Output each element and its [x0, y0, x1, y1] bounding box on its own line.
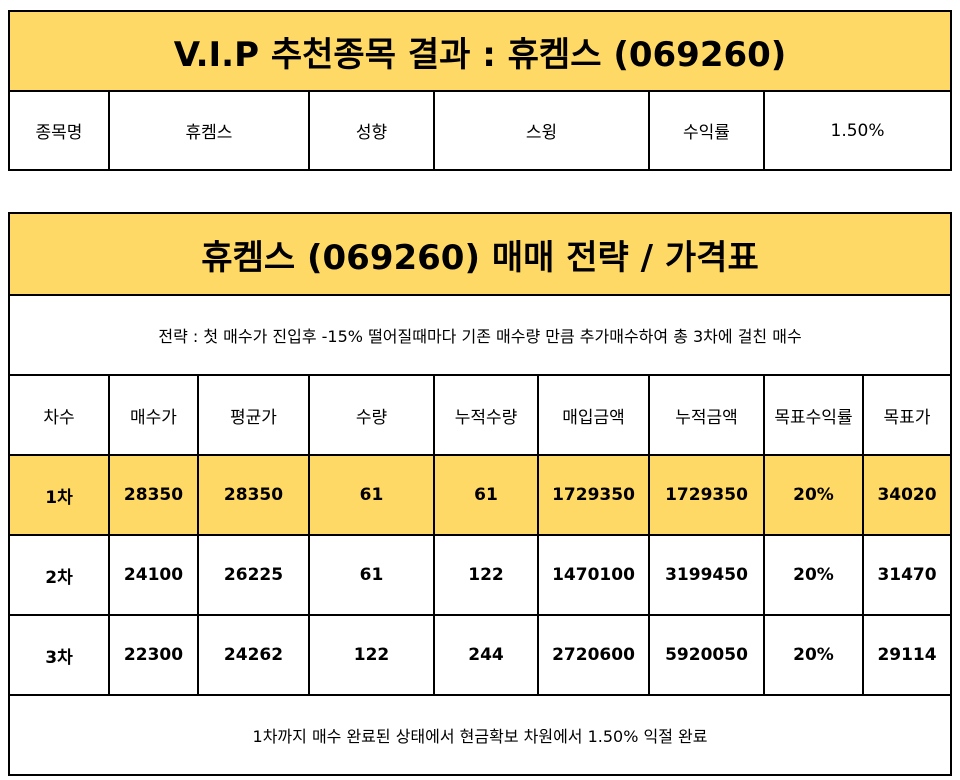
summary-table: V.I.P 추천종목 결과 : 휴켐스 (069260) 종목명 휴켐스 성향 …	[7, 10, 953, 171]
name-value: 휴켐스	[108, 90, 310, 171]
header-cell: 평균가	[197, 374, 310, 456]
return-value: 1.50%	[762, 90, 953, 171]
return-label: 수익률	[648, 90, 765, 171]
row-cell: 1729350	[537, 454, 650, 536]
row-cell: 28350	[197, 454, 310, 536]
row-cell: 28350	[108, 454, 199, 536]
header-cell: 누적금액	[648, 374, 765, 456]
row-cell: 20%	[763, 534, 864, 616]
row-cell: 1차	[8, 454, 110, 536]
header-cell: 매입금액	[537, 374, 650, 456]
style-value: 스윙	[433, 90, 650, 171]
strategy-note: 전략 : 첫 매수가 진입후 -15% 떨어질때마다 기존 매수량 만큼 추가매…	[7, 294, 953, 376]
row-cell: 244	[433, 614, 539, 696]
row-cell: 61	[433, 454, 539, 536]
header-cell: 차수	[8, 374, 110, 456]
table-row: 2차 24100 26225 61 122 1470100 3199450 20…	[8, 534, 953, 616]
row-cell: 3199450	[648, 534, 765, 616]
row-cell: 26225	[197, 534, 310, 616]
row-cell: 20%	[763, 614, 864, 696]
name-label: 종목명	[8, 90, 110, 171]
style-label: 성향	[308, 90, 435, 171]
row-cell: 22300	[108, 614, 199, 696]
summary-title: V.I.P 추천종목 결과 : 휴켐스 (069260)	[7, 10, 953, 92]
header-cell: 목표수익률	[763, 374, 864, 456]
header-cell: 수량	[308, 374, 435, 456]
footer-note: 1차까지 매수 완료된 상태에서 현금확보 차원에서 1.50% 익절 완료	[7, 694, 953, 776]
header-cell: 누적수량	[433, 374, 539, 456]
row-cell: 3차	[8, 614, 110, 696]
row-cell: 1470100	[537, 534, 650, 616]
row-cell: 122	[433, 534, 539, 616]
row-cell: 24262	[197, 614, 310, 696]
row-cell: 2차	[8, 534, 110, 616]
row-cell: 34020	[861, 454, 953, 536]
row-cell: 61	[308, 534, 435, 616]
row-cell: 1729350	[648, 454, 765, 536]
strategy-table: 휴켐스 (069260) 매매 전략 / 가격표 전략 : 첫 매수가 진입후 …	[7, 212, 953, 776]
strategy-title: 휴켐스 (069260) 매매 전략 / 가격표	[7, 212, 953, 296]
row-cell: 2720600	[537, 614, 650, 696]
row-cell: 24100	[108, 534, 199, 616]
row-cell: 20%	[763, 454, 864, 536]
header-cell: 목표가	[861, 374, 953, 456]
table-row: 3차 22300 24262 122 244 2720600 5920050 2…	[8, 614, 953, 696]
row-cell: 29114	[861, 614, 953, 696]
row-cell: 122	[308, 614, 435, 696]
row-cell: 31470	[861, 534, 953, 616]
header-row: 차수 매수가 평균가 수량 누적수량 매입금액 누적금액 목표수익률 목표가	[8, 374, 953, 456]
table-row: 1차 28350 28350 61 61 1729350 1729350 20%…	[8, 454, 953, 536]
header-cell: 매수가	[108, 374, 199, 456]
row-cell: 5920050	[648, 614, 765, 696]
row-cell: 61	[308, 454, 435, 536]
